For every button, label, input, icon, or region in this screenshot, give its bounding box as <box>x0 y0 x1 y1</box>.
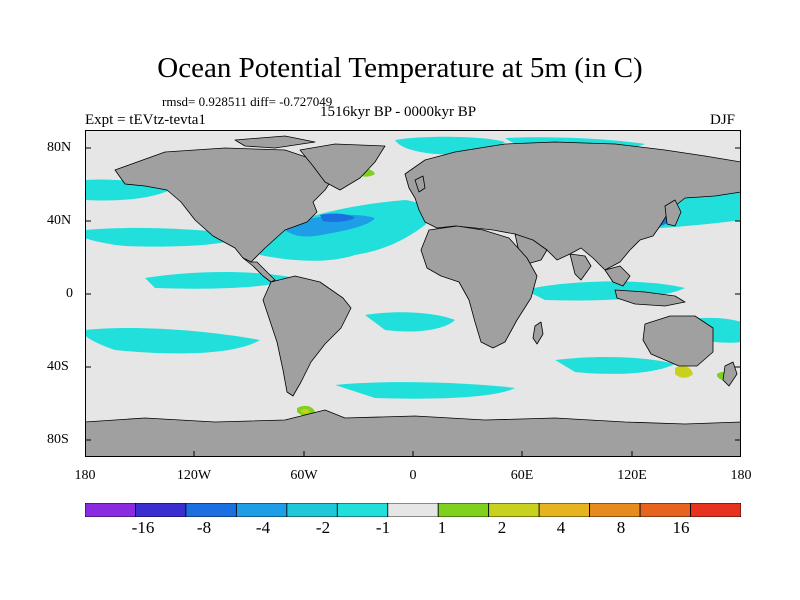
colorbar-cell <box>235 503 288 517</box>
africa <box>420 225 538 349</box>
land-masses <box>85 135 741 457</box>
southeast-asia <box>604 265 631 287</box>
madagascar <box>532 321 544 345</box>
lat-label-80s: 80S <box>47 432 69 447</box>
north-america <box>114 147 336 263</box>
lon-label-120w: 120W <box>176 468 212 483</box>
eurasia <box>404 141 741 271</box>
southeast-australia-warm <box>675 366 693 378</box>
lat-label-40s: 40S <box>47 359 69 374</box>
colorbar <box>85 503 741 517</box>
new-zealand <box>722 361 738 387</box>
colorbar-cell <box>488 503 540 517</box>
lat-label-40n: 40N <box>47 213 72 228</box>
south-pacific-anomaly <box>85 328 260 354</box>
colorbar-label-9: 8 <box>616 518 626 537</box>
equatorial-pacific-anomaly <box>145 272 295 289</box>
colorbar-cell <box>639 503 691 517</box>
lon-label-180w: 180 <box>74 468 96 483</box>
experiment-label: Expt = tEVtz-tevta1 <box>85 112 206 128</box>
south-america <box>262 275 352 397</box>
indonesia <box>614 289 686 307</box>
plot-title: Ocean Potential Temperature at 5m (in C) <box>157 52 643 84</box>
antarctic-peninsula-warm <box>301 408 310 414</box>
colorbar-cell <box>135 503 187 517</box>
lat-label-0: 0 <box>66 286 73 301</box>
period-label: 1516kyr BP - 0000kyr BP <box>320 104 477 120</box>
colorbar-label-3: -4 <box>255 518 271 537</box>
greenland <box>299 143 386 191</box>
east-pacific-anomaly <box>85 227 245 247</box>
antarctica <box>85 409 741 457</box>
uk <box>414 175 426 193</box>
lon-label-60e: 60E <box>510 468 534 483</box>
colorbar-cell <box>589 503 641 517</box>
colorbar-cell <box>690 503 741 517</box>
india <box>569 253 592 281</box>
colorbar-cell <box>387 503 439 517</box>
japan <box>664 199 682 227</box>
arctic-islands <box>234 135 316 149</box>
colorbar-cell <box>85 503 136 517</box>
colorbar-cell <box>538 503 591 517</box>
colorbar-cell <box>336 503 389 517</box>
colorbar-label-1: -16 <box>131 518 155 537</box>
lat-label-80n: 80N <box>47 140 72 155</box>
central-america <box>242 257 276 283</box>
season-label: DJF <box>710 112 736 128</box>
lon-label-120e: 120E <box>617 468 647 483</box>
colorbar-label-5: -1 <box>375 518 391 537</box>
colorbar-cell <box>286 503 338 517</box>
stats-text: rmsd= 0.928511 diff= -0.727049 <box>162 94 333 109</box>
colorbar-label-6: 1 <box>437 518 447 537</box>
colorbar-label-4: -2 <box>315 518 331 537</box>
colorbar-label-8: 4 <box>556 518 566 537</box>
lon-label-0: 0 <box>409 468 417 483</box>
colorbar-label-10: 16 <box>672 518 690 537</box>
southern-ocean-anomaly <box>335 382 515 399</box>
colorbar-label-7: 2 <box>497 518 507 537</box>
gulf-stream-core <box>320 213 355 222</box>
colorbar-cell <box>185 503 237 517</box>
map-panel <box>85 130 741 457</box>
southern-indian-anomaly <box>555 356 675 374</box>
colorbar-cell <box>437 503 490 517</box>
australia <box>642 315 714 367</box>
lon-label-180e: 180 <box>730 468 752 483</box>
tick-marks <box>85 147 741 457</box>
lon-label-60w: 60W <box>290 468 318 483</box>
south-atlantic-anomaly <box>365 312 455 332</box>
colorbar-label-2: -8 <box>196 518 212 537</box>
